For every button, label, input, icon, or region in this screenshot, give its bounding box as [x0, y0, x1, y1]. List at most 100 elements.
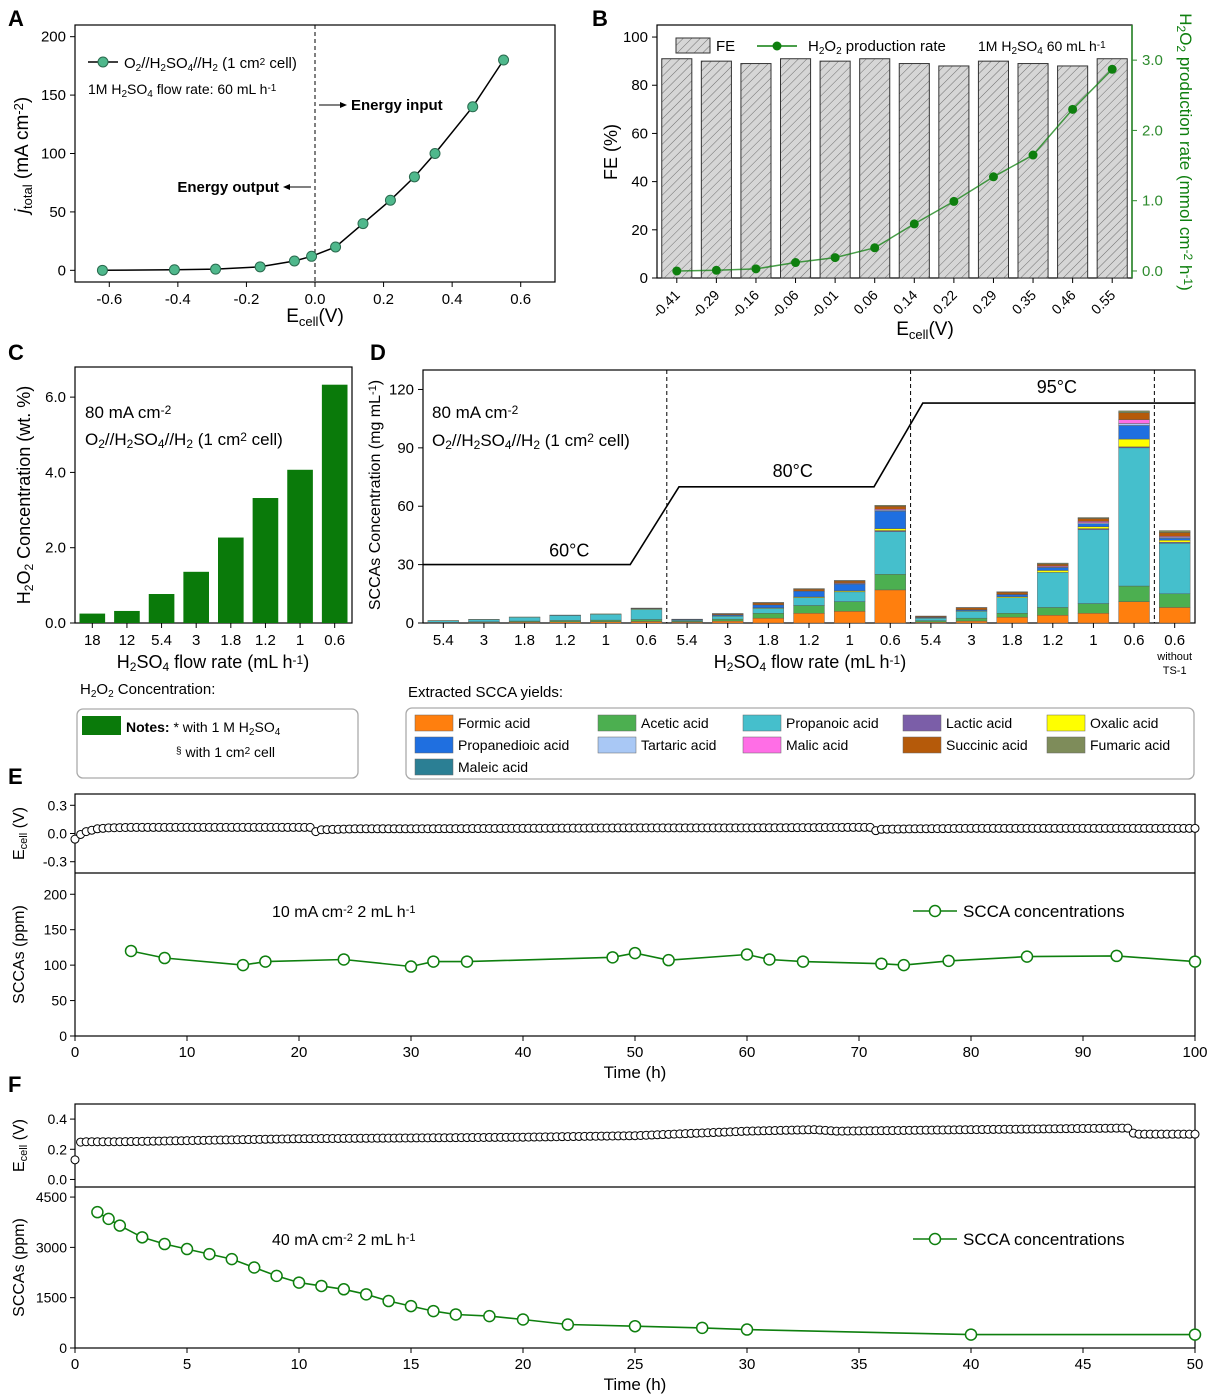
x-tick-label: 0.6: [510, 291, 531, 308]
stacked-bar-segment: [1118, 585, 1150, 602]
y-tick-label: 100: [44, 957, 68, 973]
label-part: (V): [11, 1119, 28, 1145]
label-part: -2: [343, 904, 353, 916]
fe-bar: [700, 60, 732, 279]
fe-bar: [977, 60, 1010, 279]
rate-point: [1107, 64, 1117, 74]
y-tick-label-right: 1.0: [1142, 193, 1163, 210]
legend-marker: [928, 904, 942, 918]
data-point: [210, 263, 222, 275]
panel-letter-D: D: [370, 340, 386, 365]
stacked-bar-segment: [1077, 603, 1110, 614]
rate-point: [672, 266, 682, 276]
label-part: cell: [299, 314, 319, 329]
y-axis-label-right: H2O2 production rate (mmol cm-2 h-1): [1174, 13, 1196, 291]
legend-label: Fumaric acid: [1090, 737, 1170, 753]
stacked-bar-segment: [833, 611, 866, 624]
y-tick-label: 200: [44, 886, 68, 902]
label-part: O: [85, 430, 98, 449]
x-tick-label: 0.35: [1009, 287, 1040, 318]
scca-point: [158, 951, 171, 965]
y-axis-label: SCCAs (ppm): [11, 1218, 28, 1317]
scca-point: [449, 1308, 463, 1321]
temperature-label: 95°C: [1037, 377, 1077, 397]
x-tick-label: 50: [627, 1044, 644, 1061]
label-part: §: [176, 746, 182, 757]
x-tick-label: 0: [71, 1044, 79, 1061]
stacked-bar-segment: [1118, 425, 1150, 440]
label-part: cell): [247, 430, 283, 449]
scca-point: [158, 1237, 171, 1251]
temperature-profile: [423, 402, 1195, 566]
voltage-point: [70, 1155, 80, 1165]
stacked-bar-segment: [1077, 521, 1110, 523]
x-tick-label: -0.2: [233, 291, 259, 308]
concentration-bar: [114, 610, 140, 623]
legend-marker: [772, 41, 782, 51]
x-tick-label: -0.16: [728, 287, 762, 321]
label-part: ): [900, 652, 906, 672]
data-point: [96, 264, 108, 276]
label-part: 2: [474, 438, 481, 452]
label-part: 2: [445, 438, 452, 452]
x-tick-label: 80: [963, 1044, 980, 1061]
stacked-bar-segment: [996, 597, 1028, 614]
y-tick-label: 4500: [36, 1189, 67, 1205]
x-extra-label: without: [1156, 651, 1192, 663]
concentration-bar: [79, 613, 106, 623]
scca-point: [359, 1288, 373, 1301]
label-part: ): [12, 97, 33, 103]
rate-point: [988, 172, 998, 182]
scca-point: [516, 1313, 530, 1326]
stacked-bar-segment: [752, 613, 785, 619]
legend-label: Propanoic acid: [786, 715, 879, 731]
scca-point: [427, 1304, 440, 1318]
y-axis-label: Ecell (V): [11, 1119, 30, 1172]
x-tick-label: 3: [192, 632, 200, 649]
stacked-bar-segment: [590, 619, 622, 622]
label-part: O: [96, 681, 108, 698]
x-tick-label: 5.4: [151, 632, 172, 649]
label-part: -1: [267, 83, 276, 94]
stacked-bar-segment: [712, 620, 744, 624]
stacked-bar-segment: [955, 620, 988, 624]
y-tick-label: 20: [631, 222, 648, 239]
fe-bar: [661, 58, 693, 279]
stacked-bar-segment: [1077, 523, 1110, 527]
label-part: (V): [318, 306, 343, 327]
label-part: 60 mL h: [1043, 38, 1097, 54]
y-tick-label: 0.0: [48, 826, 68, 842]
stacked-bar-segment: [1159, 530, 1191, 533]
x-tick-label: 0: [71, 1356, 79, 1373]
label-part: SCCAs Concentration (mg mL: [367, 395, 384, 610]
stacked-bar-segment: [874, 531, 906, 575]
legend-label-rate: H2O2 production rate: [808, 38, 946, 57]
label-part: 2: [22, 584, 36, 591]
label-part: -1: [406, 1232, 416, 1244]
label-part: cell): [594, 431, 630, 450]
label-part: 2: [836, 46, 842, 57]
y-tick-label: 40: [631, 174, 648, 191]
y-tick-label: 0: [640, 270, 648, 287]
label-part: 2: [587, 431, 594, 445]
scca-point: [404, 960, 418, 973]
fe-bar: [1057, 65, 1089, 279]
scca-point: [225, 1252, 239, 1266]
label-part: SO: [133, 430, 158, 449]
stacked-bar-segment: [590, 621, 622, 624]
label-part: 2: [727, 660, 734, 674]
y-axis-label: jtotal (mA cm-2): [11, 97, 34, 216]
rate-point: [909, 219, 919, 229]
label-part: (V): [11, 807, 28, 833]
data-point: [254, 261, 266, 273]
x-tick-label: 0.6: [1124, 632, 1145, 649]
label-part: H: [808, 38, 819, 55]
label-part: 2: [22, 564, 36, 571]
label-part: SO: [166, 55, 188, 72]
label-part: Concentration (wt. %): [14, 386, 34, 564]
stacked-bar-segment: [630, 621, 663, 624]
condition-note: 1M H2SO4 60 mL h-1: [978, 38, 1106, 57]
data-point: [408, 171, 420, 183]
scca-point: [796, 955, 810, 968]
legend-label: Oxalic acid: [1090, 715, 1158, 731]
